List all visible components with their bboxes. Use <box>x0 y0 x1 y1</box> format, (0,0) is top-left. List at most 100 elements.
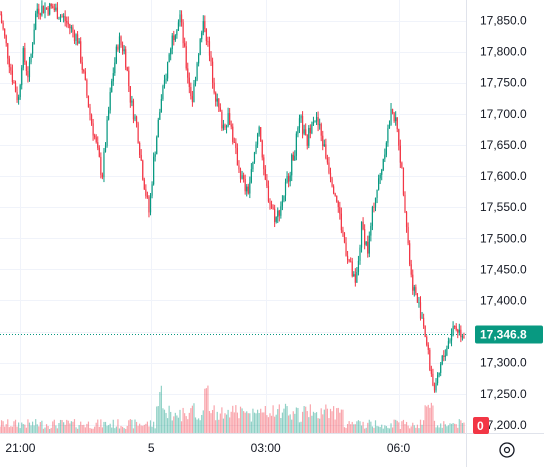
candle-body <box>364 229 366 245</box>
volume-bar <box>30 425 32 433</box>
candle-body <box>308 127 310 146</box>
volume-bar <box>367 422 369 433</box>
candle-body <box>345 242 347 256</box>
volume-bar <box>222 418 225 433</box>
settings-icon[interactable] <box>499 442 515 458</box>
volume-bar <box>55 425 57 433</box>
candle-body <box>146 195 149 197</box>
volume-bar <box>319 418 321 433</box>
candle-body <box>320 124 322 136</box>
volume-bar <box>75 427 77 433</box>
volume-bar <box>275 414 277 433</box>
volume-bar <box>452 423 454 433</box>
candle-body <box>297 127 299 134</box>
candle-body <box>244 179 246 192</box>
volume-bar <box>351 421 353 433</box>
candle-body <box>128 70 130 87</box>
volume-bar <box>306 411 308 433</box>
volume-bar <box>103 421 105 433</box>
candle-body <box>27 70 29 78</box>
candle-body <box>4 28 6 36</box>
candle-body <box>258 127 260 135</box>
volume-bar <box>458 419 460 433</box>
candle-body <box>446 348 448 356</box>
candle-body <box>159 112 161 120</box>
price-axis[interactable]: 17,850.0 17,800.0 17,750.0 17,700.0 17,650.0… <box>480 14 527 432</box>
candle-body <box>399 145 401 163</box>
settings-button[interactable] <box>499 442 515 458</box>
volume-bar <box>44 427 46 433</box>
candle-body <box>14 82 17 92</box>
volume-bar <box>343 427 346 433</box>
volume-bar <box>379 427 381 433</box>
candle-body <box>61 16 63 18</box>
volume-bar <box>193 403 195 433</box>
candle-body <box>22 48 24 68</box>
candle-body <box>232 126 234 142</box>
candle-body <box>174 35 176 41</box>
volume-bar <box>151 426 153 433</box>
candle-body <box>215 92 217 102</box>
volume-bar <box>13 421 15 433</box>
candle-body <box>354 274 356 283</box>
candle-body <box>393 113 395 122</box>
volume-bar <box>421 424 423 433</box>
volume-bar <box>267 417 270 433</box>
volume-bar <box>436 425 439 433</box>
volume-bar <box>25 427 27 433</box>
candle-body <box>444 355 446 357</box>
volume-bar <box>294 413 296 433</box>
candle-body <box>329 172 332 179</box>
volume-bar <box>204 388 206 433</box>
volume-bar <box>52 421 54 433</box>
candle-body <box>162 86 164 99</box>
volume-bar <box>22 424 24 433</box>
candle-body <box>114 62 116 74</box>
candle-body <box>395 117 397 122</box>
candle-body <box>325 144 327 159</box>
volume-bar <box>430 402 432 433</box>
candle-body <box>371 206 374 227</box>
volume-bar <box>8 427 10 433</box>
time-axis[interactable]: 21:00 5 03:00 06:0 <box>5 441 410 455</box>
volume-bar <box>14 419 17 433</box>
volume-bar <box>235 405 237 433</box>
volume-bar <box>370 421 372 433</box>
candle-body <box>436 375 439 384</box>
volume-bar <box>371 426 374 433</box>
candle-body <box>405 212 408 228</box>
volume-bar <box>298 422 301 433</box>
candle-body <box>387 128 389 143</box>
candle-body <box>139 142 141 155</box>
candle-body <box>301 115 304 134</box>
candle-body <box>266 179 268 186</box>
volume-bar <box>401 421 403 433</box>
candle-body <box>253 152 256 162</box>
volume-bar <box>159 391 161 433</box>
candle-body <box>415 287 417 294</box>
candle-body <box>131 100 133 103</box>
candle-body <box>11 70 14 83</box>
candle-body <box>391 109 394 114</box>
volume-bar <box>378 426 380 433</box>
volume-bar <box>201 414 203 433</box>
volume-bar <box>354 424 356 433</box>
volume-bar <box>100 419 102 433</box>
candle-body <box>300 115 302 119</box>
volume-bar <box>24 424 26 433</box>
volume-bar <box>72 421 74 433</box>
candle-body <box>421 317 423 319</box>
candle-body <box>452 326 454 335</box>
volume-bar <box>143 424 145 433</box>
volume-bar <box>305 406 307 433</box>
candle-body <box>42 5 45 14</box>
volume-bar <box>207 385 209 433</box>
candle-body <box>123 49 125 52</box>
candle-body <box>193 83 195 103</box>
volume-bar <box>176 415 178 433</box>
candle-body <box>117 46 119 50</box>
candle-body <box>368 235 370 254</box>
price-tick-label: 17,700.0 <box>480 107 527 121</box>
candlesticks <box>0 0 465 393</box>
